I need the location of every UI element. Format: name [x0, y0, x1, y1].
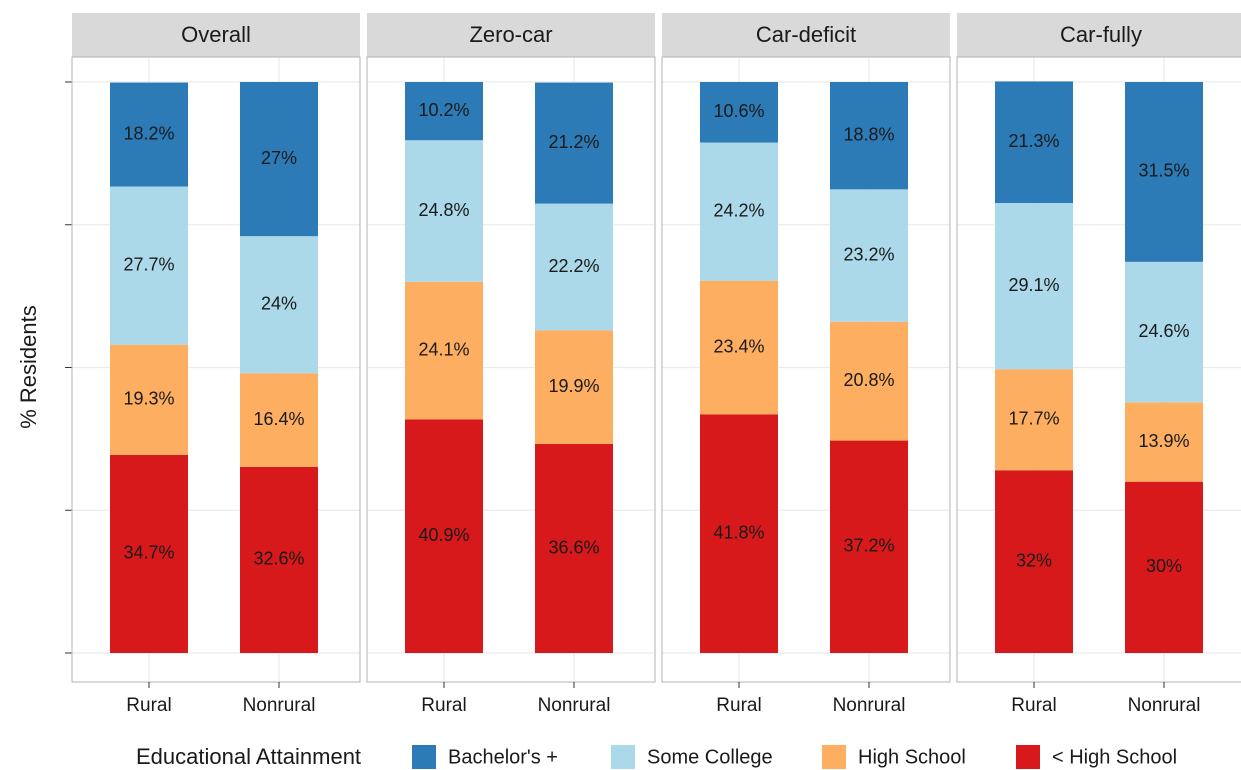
data-label: 24.6%: [1138, 321, 1189, 341]
data-label: 24.8%: [418, 200, 469, 220]
bar-segment: < High School: [700, 414, 778, 653]
bar-segment: < High School: [405, 419, 483, 653]
x-tick-label: Rural: [126, 695, 171, 716]
data-label: 32.6%: [253, 549, 304, 569]
data-label: 24%: [261, 293, 297, 313]
data-label: 19.9%: [548, 376, 599, 396]
x-tick-label: Nonrural: [243, 695, 316, 716]
bar-segment: Some College: [700, 142, 778, 281]
bar-segment: High School: [830, 321, 908, 441]
data-label: 20.8%: [843, 370, 894, 390]
x-tick-label: Nonrural: [538, 695, 611, 716]
panel-title: Car-fully: [1060, 22, 1142, 47]
data-label: 23.4%: [713, 336, 764, 356]
bar-segment: Bachelor's +: [995, 81, 1073, 204]
data-label: 27.7%: [123, 254, 174, 274]
bar-segment: High School: [535, 330, 613, 445]
bar-segment: Bachelor's +: [535, 82, 613, 204]
panel-strip: [72, 13, 360, 57]
legend-label: Some College: [647, 746, 773, 768]
legend-label: Bachelor's +: [448, 746, 558, 768]
legend-swatch: [412, 745, 436, 769]
panel-strip: [662, 13, 950, 57]
data-label: 36.6%: [548, 537, 599, 557]
panel-border: [956, 56, 1241, 683]
data-label: 32%: [1016, 550, 1052, 570]
data-label: 41.8%: [713, 522, 764, 542]
legend-label: < High School: [1052, 746, 1177, 768]
panel-title: Car-deficit: [756, 22, 856, 47]
data-label: 31.5%: [1138, 161, 1189, 181]
data-label: 40.9%: [418, 525, 469, 545]
bar-segment: Bachelor's +: [240, 82, 318, 237]
bar-segment: Bachelor's +: [405, 82, 483, 141]
y-axis-label: % Residents: [16, 305, 41, 429]
panel-strip: [367, 13, 655, 57]
legend-swatch: [1016, 745, 1040, 769]
bar-segment: High School: [700, 280, 778, 415]
bar-segment: Bachelor's +: [830, 82, 908, 190]
x-tick-label: Rural: [1011, 695, 1056, 716]
bar-segment: Some College: [110, 186, 188, 345]
data-label: 19.3%: [123, 389, 174, 409]
bar-segment: High School: [995, 369, 1073, 471]
data-label: 13.9%: [1138, 431, 1189, 451]
data-label: 24.1%: [418, 339, 469, 359]
bar-segment: < High School: [535, 444, 613, 653]
x-tick-label: Rural: [421, 695, 466, 716]
bar-segment: High School: [110, 344, 188, 455]
bar-segment: High School: [1125, 402, 1203, 482]
data-label: 10.2%: [418, 100, 469, 120]
data-label: 17.7%: [1008, 408, 1059, 428]
bar-segment: < High School: [830, 440, 908, 653]
panel-border: [661, 56, 951, 683]
legend-label: High School: [858, 746, 966, 768]
bar-segment: Some College: [1125, 261, 1203, 403]
data-label: 34.7%: [123, 543, 174, 563]
data-label: 10.6%: [713, 101, 764, 121]
bar-segment: Some College: [535, 203, 613, 331]
bar-segment: High School: [240, 373, 318, 467]
data-label: 27%: [261, 148, 297, 168]
bar-segment: < High School: [240, 466, 318, 653]
bar-segment: Bachelor's +: [1125, 82, 1203, 262]
legend-title: Educational Attainment: [136, 744, 361, 769]
data-label: 22.2%: [548, 256, 599, 276]
panel-title: Overall: [181, 22, 251, 47]
data-label: 16.4%: [253, 409, 304, 429]
data-label: 37.2%: [843, 536, 894, 556]
panel-border: [71, 56, 361, 683]
data-label: 23.2%: [843, 244, 894, 264]
legend-swatch: [822, 745, 846, 769]
data-label: 21.2%: [548, 132, 599, 152]
data-label: 18.2%: [123, 123, 174, 143]
x-tick-label: Nonrural: [1128, 695, 1201, 716]
x-tick-label: Rural: [716, 695, 761, 716]
bar-segment: Some College: [830, 189, 908, 322]
data-label: 21.3%: [1008, 131, 1059, 151]
panel-title: Zero-car: [469, 22, 552, 47]
data-label: 30%: [1146, 556, 1182, 576]
bar-segment: < High School: [110, 454, 188, 653]
panel-border: [366, 56, 656, 683]
data-label: 29.1%: [1008, 275, 1059, 295]
data-label: 24.2%: [713, 200, 764, 220]
legend-swatch: [611, 745, 635, 769]
bar-segment: Bachelor's +: [110, 82, 188, 187]
bar-segment: High School: [405, 281, 483, 420]
bar-segment: < High School: [995, 470, 1073, 653]
bar-segment: Bachelor's +: [700, 82, 778, 143]
bar-segment: Some College: [995, 203, 1073, 370]
bar-segment: Some College: [240, 236, 318, 374]
bar-segment: Some College: [405, 140, 483, 282]
x-tick-label: Nonrural: [833, 695, 906, 716]
data-label: 18.8%: [843, 124, 894, 144]
bar-segment: < High School: [1125, 481, 1203, 653]
panel-strip: [957, 13, 1241, 57]
